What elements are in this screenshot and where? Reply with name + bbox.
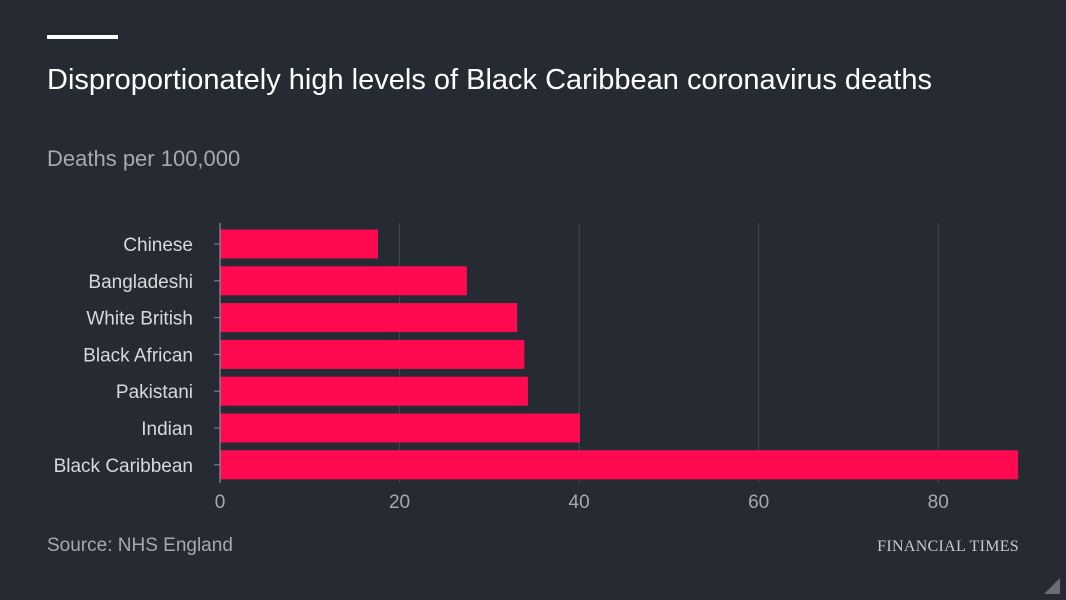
category-label: Indian — [141, 419, 193, 440]
bar — [220, 303, 518, 333]
x-tick-label: 40 — [569, 492, 590, 513]
bar — [220, 266, 467, 296]
source-note: Source: NHS England — [47, 535, 233, 556]
chart-title: Disproportionately high levels of Black … — [47, 64, 932, 96]
resize-corner-icon — [1044, 578, 1060, 594]
brand-logo: FINANCIAL TIMES — [877, 538, 1019, 555]
category-label: Bangladeshi — [88, 272, 193, 293]
category-label: Black African — [83, 345, 193, 366]
category-label: Pakistani — [116, 382, 193, 403]
bar — [220, 229, 379, 259]
top-accent-rule — [47, 35, 118, 39]
bar — [220, 413, 580, 443]
bar — [220, 450, 1019, 480]
category-label: White British — [86, 309, 193, 330]
bar — [220, 339, 525, 369]
x-tick-label: 80 — [928, 492, 949, 513]
x-tick-label: 60 — [748, 492, 769, 513]
category-label: Black Caribbean — [54, 456, 193, 477]
x-tick-label: 0 — [215, 492, 226, 513]
category-label: Chinese — [123, 235, 193, 256]
chart-subtitle: Deaths per 100,000 — [47, 146, 241, 171]
x-tick-label: 20 — [389, 492, 410, 513]
bar — [220, 376, 528, 406]
